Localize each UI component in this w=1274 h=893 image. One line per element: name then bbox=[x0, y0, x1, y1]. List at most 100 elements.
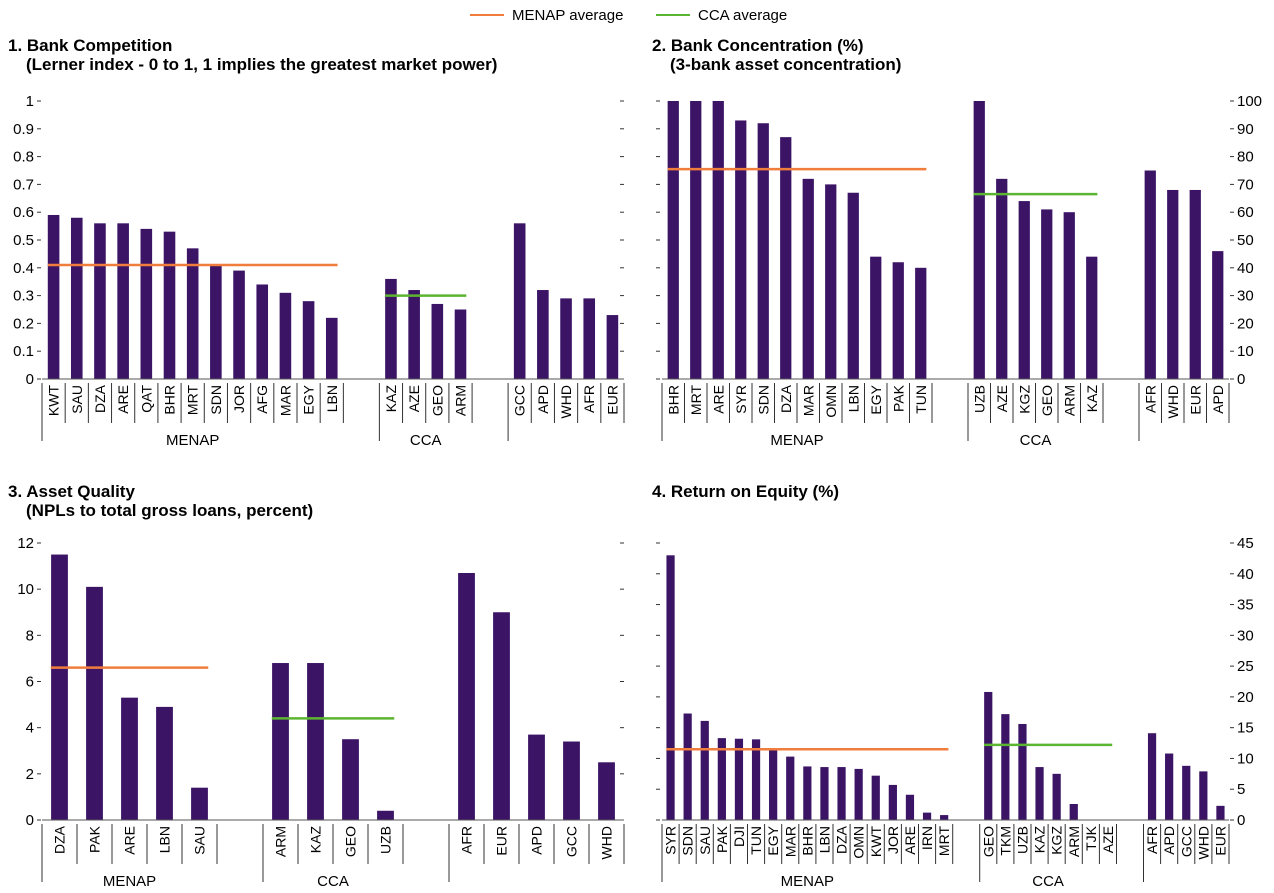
bar-afg bbox=[256, 284, 269, 379]
x-tick-label: TUN bbox=[913, 385, 929, 414]
x-tick-label: PAK bbox=[890, 384, 906, 412]
bar-eur bbox=[493, 612, 510, 820]
x-tick-label: GCC bbox=[512, 385, 528, 416]
group-label-menap: MENAP bbox=[781, 873, 834, 890]
x-tick-label: ARE bbox=[710, 385, 726, 414]
bar-lbn bbox=[325, 317, 338, 379]
bar-arm bbox=[1069, 803, 1078, 820]
bar-arm bbox=[272, 663, 289, 820]
x-tick-label: GCC bbox=[1178, 826, 1194, 857]
x-tick-label: WHD bbox=[599, 826, 615, 859]
x-tick-label: GEO bbox=[429, 385, 445, 416]
bar-afr bbox=[1147, 733, 1157, 820]
panel-2-chart: 0 10 20 30 40 50 60 70 80 90 100 BHR MRT ARE SYR SDN DZA… bbox=[656, 93, 1262, 449]
y-tick-label: 15 bbox=[1237, 720, 1254, 737]
x-tick-label: AFR bbox=[459, 826, 475, 854]
bar-are bbox=[712, 101, 724, 379]
bar-tun bbox=[915, 267, 927, 379]
bar-kgz bbox=[1018, 201, 1030, 379]
bar-kaz bbox=[307, 663, 324, 820]
bar-omn bbox=[854, 768, 863, 820]
y-tick-label: 10 bbox=[1237, 750, 1254, 767]
panel-1-chart: 0 0.1 0.2 0.3 0.4 0.5 0.6 0.7 0.8 0.9 1 KWT SAU DZA AR… bbox=[13, 93, 625, 449]
x-tick-label: UZB bbox=[1014, 826, 1030, 854]
bar-are bbox=[905, 794, 915, 820]
x-tick-label: OMN bbox=[851, 826, 867, 859]
bar-uzb bbox=[377, 810, 394, 820]
bar-kgz bbox=[1052, 773, 1061, 820]
group-label-menap: MENAP bbox=[166, 432, 219, 449]
x-tick-label: KAZ bbox=[383, 385, 399, 413]
x-tick-label: TJK bbox=[1083, 825, 1099, 851]
panel-2-title: 2. Bank Concentration (%) bbox=[652, 36, 864, 55]
x-tick-label: SYR bbox=[663, 826, 679, 855]
bar-tun bbox=[751, 739, 761, 820]
x-tick-label: UZB bbox=[378, 826, 394, 854]
y-tick-label: 0 bbox=[1237, 371, 1245, 388]
x-tick-label: TUN bbox=[748, 826, 764, 855]
x-tick-label: SAU bbox=[192, 826, 208, 855]
bar-gcc bbox=[1182, 765, 1191, 820]
bar-eur bbox=[606, 315, 619, 379]
bar-eur bbox=[1216, 805, 1225, 820]
x-tick-label: AFR bbox=[1144, 826, 1160, 854]
y-tick-label: 90 bbox=[1237, 121, 1254, 138]
x-tick-label: AFR bbox=[1142, 385, 1158, 413]
x-tick-label: MAR bbox=[277, 385, 293, 416]
bar-kwt bbox=[47, 214, 60, 379]
x-tick-label: KGZ bbox=[1049, 826, 1065, 855]
x-tick-label: KWT bbox=[46, 385, 62, 417]
bar-whd bbox=[1167, 189, 1179, 379]
x-tick-label: GEO bbox=[343, 826, 359, 857]
bar-sdn bbox=[210, 265, 222, 379]
bar-eur bbox=[1189, 189, 1201, 379]
bar-kaz bbox=[1086, 256, 1098, 379]
x-tick-label: JOR bbox=[885, 826, 901, 854]
legend-item-cca-average: CCA average bbox=[656, 4, 787, 26]
x-tick-label: MRT bbox=[936, 826, 952, 857]
group-label-menap: MENAP bbox=[770, 432, 823, 449]
panel-1-title: 1. Bank Competition bbox=[8, 36, 173, 55]
bar-mar bbox=[802, 178, 814, 379]
x-tick-label: SAU bbox=[697, 826, 713, 855]
x-tick-label: KGZ bbox=[1016, 385, 1032, 414]
y-tick-label: 0.5 bbox=[13, 232, 34, 249]
bar-kaz bbox=[385, 278, 397, 379]
bar-tkm bbox=[1001, 714, 1010, 820]
legend-label-cca: CCA average bbox=[698, 6, 788, 24]
x-tick-label: BHR bbox=[162, 385, 178, 415]
panel-2-title-block: 2. Bank Concentration (%) (3-bank asset … bbox=[652, 36, 901, 74]
x-tick-label: MRT bbox=[688, 385, 704, 416]
y-tick-label: 0 bbox=[1237, 812, 1245, 829]
y-tick-label: 40 bbox=[1237, 260, 1254, 277]
y-tick-label: 0.6 bbox=[13, 204, 34, 221]
y-tick-label: 60 bbox=[1237, 204, 1254, 221]
x-tick-label: EUR bbox=[1187, 385, 1203, 415]
bar-mrt bbox=[186, 248, 199, 379]
y-tick-label: 30 bbox=[1237, 627, 1254, 644]
panel-4-title: 4. Return on Equity (%) bbox=[652, 482, 839, 501]
panel-3-chart: 0 2 4 6 8 10 12 DZA PAK ARE LBN SAU ARM KAZ GEO UZB AFR E… bbox=[17, 535, 625, 890]
bar-lbn bbox=[820, 767, 829, 820]
x-tick-label: AFR bbox=[581, 385, 597, 413]
x-tick-label: LBN bbox=[324, 385, 340, 412]
y-tick-label: 6 bbox=[26, 674, 34, 691]
x-tick-label: TKM bbox=[997, 826, 1013, 856]
bar-egy bbox=[769, 748, 778, 820]
x-tick-label: DJI bbox=[731, 826, 747, 847]
x-tick-label: KAZ bbox=[1084, 385, 1100, 413]
x-tick-label: DZA bbox=[778, 384, 794, 413]
bar-aze bbox=[408, 290, 420, 379]
x-tick-label: DZA bbox=[834, 825, 850, 854]
x-tick-label: ARE bbox=[122, 826, 138, 855]
bar-dza bbox=[780, 137, 792, 379]
bar-jor bbox=[233, 270, 245, 379]
bar-kwt bbox=[871, 775, 880, 820]
bar-mar bbox=[279, 292, 292, 379]
x-tick-label: WHD bbox=[1165, 385, 1181, 418]
x-tick-label: MAR bbox=[800, 385, 816, 416]
bar-lbn bbox=[847, 192, 859, 379]
x-tick-label: BHR bbox=[799, 826, 815, 856]
bar-mrt bbox=[940, 815, 949, 820]
